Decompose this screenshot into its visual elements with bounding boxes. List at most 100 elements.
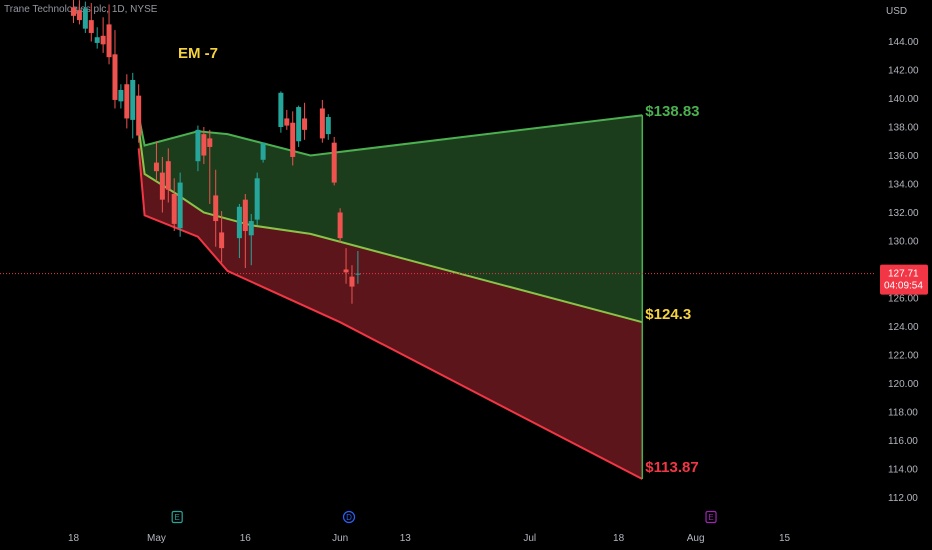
candle <box>325 114 331 140</box>
candle <box>248 213 254 266</box>
current-price-value: 127.71 <box>888 269 919 280</box>
candle-body <box>76 10 82 21</box>
candles <box>71 0 361 304</box>
candle <box>130 72 136 139</box>
candle-body <box>325 117 331 135</box>
candle-body <box>343 269 349 273</box>
price-tick: 140.00 <box>888 94 919 105</box>
candle <box>201 127 207 165</box>
candle-body <box>159 172 165 200</box>
event-letter: E <box>708 513 713 522</box>
lower-band-area <box>138 128 643 479</box>
event-marker[interactable]: E <box>705 510 717 524</box>
candle <box>337 208 343 243</box>
event-letter: D <box>346 513 352 522</box>
candle <box>302 102 308 140</box>
candle-body <box>242 199 248 232</box>
price-tick: 124.00 <box>888 322 919 333</box>
candle-body <box>284 118 290 126</box>
candle-body <box>331 142 337 183</box>
candle-body <box>82 8 88 29</box>
band-lines <box>137 114 644 480</box>
candle-body <box>106 24 112 58</box>
candle-body <box>319 108 325 139</box>
candle-body <box>171 193 177 224</box>
candle-body <box>71 7 76 16</box>
candle <box>331 136 337 186</box>
candle-body <box>124 84 130 119</box>
time-tick: 13 <box>400 533 412 544</box>
mid-band-line <box>137 128 643 324</box>
candle <box>349 265 355 304</box>
time-tick: 16 <box>240 533 252 544</box>
candle <box>296 105 302 147</box>
price-tick: 116.00 <box>888 436 918 447</box>
symbol-title: Trane Technologies plc, 1D, NYSE <box>4 4 158 15</box>
candle <box>171 178 177 232</box>
lower-level-label: $113.87 <box>645 459 698 476</box>
mid-level-label: $124.3 <box>645 306 691 323</box>
candle-body <box>207 138 213 147</box>
bar-countdown: 04:09:54 <box>884 281 923 292</box>
candle-body <box>296 107 302 142</box>
candle-body <box>302 118 308 130</box>
price-tick: 122.00 <box>888 351 919 362</box>
candle <box>82 1 88 33</box>
candle-body <box>213 195 219 222</box>
candle-body <box>177 182 183 229</box>
candle <box>112 30 118 109</box>
candle <box>106 4 112 65</box>
price-tick: 126.00 <box>888 294 919 305</box>
candle <box>219 211 225 263</box>
current-price-badge: 127.71 04:09:54 <box>880 264 928 295</box>
candle-body <box>260 142 266 160</box>
price-tick: 138.00 <box>888 123 919 134</box>
candle <box>343 248 349 284</box>
candle <box>124 74 130 129</box>
candle <box>165 148 171 203</box>
candle-body <box>94 37 100 43</box>
candle <box>213 169 219 247</box>
event-marker[interactable]: D <box>342 510 356 524</box>
candle <box>284 109 290 130</box>
candle <box>76 0 82 25</box>
price-tick: 136.00 <box>888 151 919 162</box>
candle <box>118 84 124 109</box>
candle <box>88 3 94 42</box>
candle-body <box>153 162 159 172</box>
time-tick: Jun <box>332 533 348 544</box>
price-tick: 132.00 <box>888 208 919 219</box>
candle <box>100 17 106 53</box>
candle <box>319 99 325 143</box>
candle <box>290 111 296 166</box>
time-tick: Aug <box>687 533 705 544</box>
time-axis: 18 May 16 Jun 13 Jul 18 Aug 15 <box>68 533 791 544</box>
candle <box>278 91 284 133</box>
time-tick: Jul <box>523 533 536 544</box>
price-tick: 118.00 <box>888 408 918 419</box>
candle-body <box>100 35 106 45</box>
candle-body <box>88 20 94 33</box>
event-letter: E <box>175 513 180 522</box>
candle-body <box>290 122 296 157</box>
candle <box>254 172 260 226</box>
price-tick: 134.00 <box>888 180 919 191</box>
candle-body <box>254 178 260 220</box>
candle-body <box>130 79 136 120</box>
upper-band-area <box>138 115 643 323</box>
candle-body <box>236 206 242 239</box>
price-tick: 144.00 <box>888 37 919 48</box>
time-tick: 15 <box>779 533 791 544</box>
event-marker[interactable]: E <box>171 510 183 524</box>
band-areas <box>138 115 643 479</box>
price-tick: 130.00 <box>888 237 919 248</box>
price-tick: 120.00 <box>888 379 919 390</box>
candle-body <box>112 54 118 100</box>
time-tick: 18 <box>613 533 625 544</box>
currency-unit: USD <box>886 6 907 17</box>
time-tick: May <box>147 533 166 544</box>
candle <box>242 193 248 269</box>
candle-body <box>118 89 124 102</box>
price-tick: 114.00 <box>888 465 918 476</box>
